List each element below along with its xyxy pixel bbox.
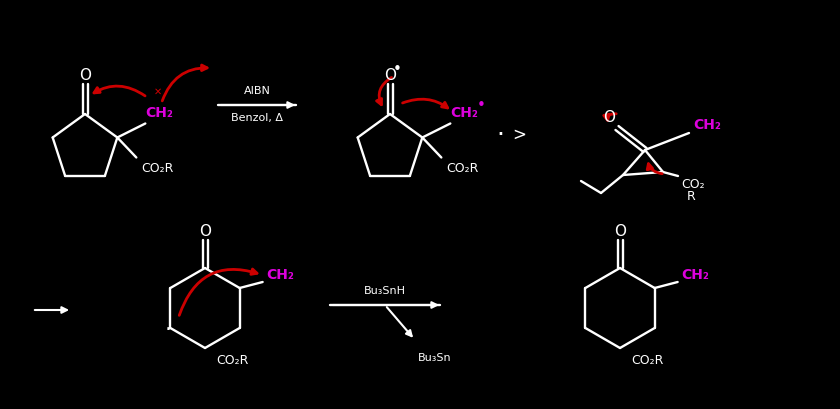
Text: AIBN: AIBN <box>244 86 270 96</box>
Text: O: O <box>384 67 396 83</box>
Text: Benzol, Δ: Benzol, Δ <box>231 113 283 123</box>
Text: CH₂: CH₂ <box>267 268 295 282</box>
Text: CO₂: CO₂ <box>681 178 705 191</box>
Text: •: • <box>477 98 486 113</box>
Text: ·: · <box>165 320 172 340</box>
Text: O: O <box>79 67 91 83</box>
Text: >: > <box>512 126 526 144</box>
Text: CH₂: CH₂ <box>450 106 478 121</box>
Text: CO₂R: CO₂R <box>631 353 664 366</box>
Text: Bu₃Sn: Bu₃Sn <box>418 353 452 363</box>
Text: CH₂: CH₂ <box>145 106 173 121</box>
Text: CO₂R: CO₂R <box>446 162 479 175</box>
Text: Bu₃SnH: Bu₃SnH <box>364 286 406 296</box>
Text: O: O <box>614 223 626 238</box>
Text: R: R <box>686 191 696 204</box>
Text: •: • <box>392 63 402 77</box>
Text: CH₂: CH₂ <box>693 118 721 132</box>
Text: O: O <box>199 223 211 238</box>
Text: ✕: ✕ <box>153 86 161 97</box>
Text: CO₂R: CO₂R <box>216 353 249 366</box>
Text: ·: · <box>496 123 504 147</box>
Text: O: O <box>603 110 615 126</box>
Text: CO₂R: CO₂R <box>141 162 174 175</box>
Text: CH₂: CH₂ <box>682 268 710 282</box>
